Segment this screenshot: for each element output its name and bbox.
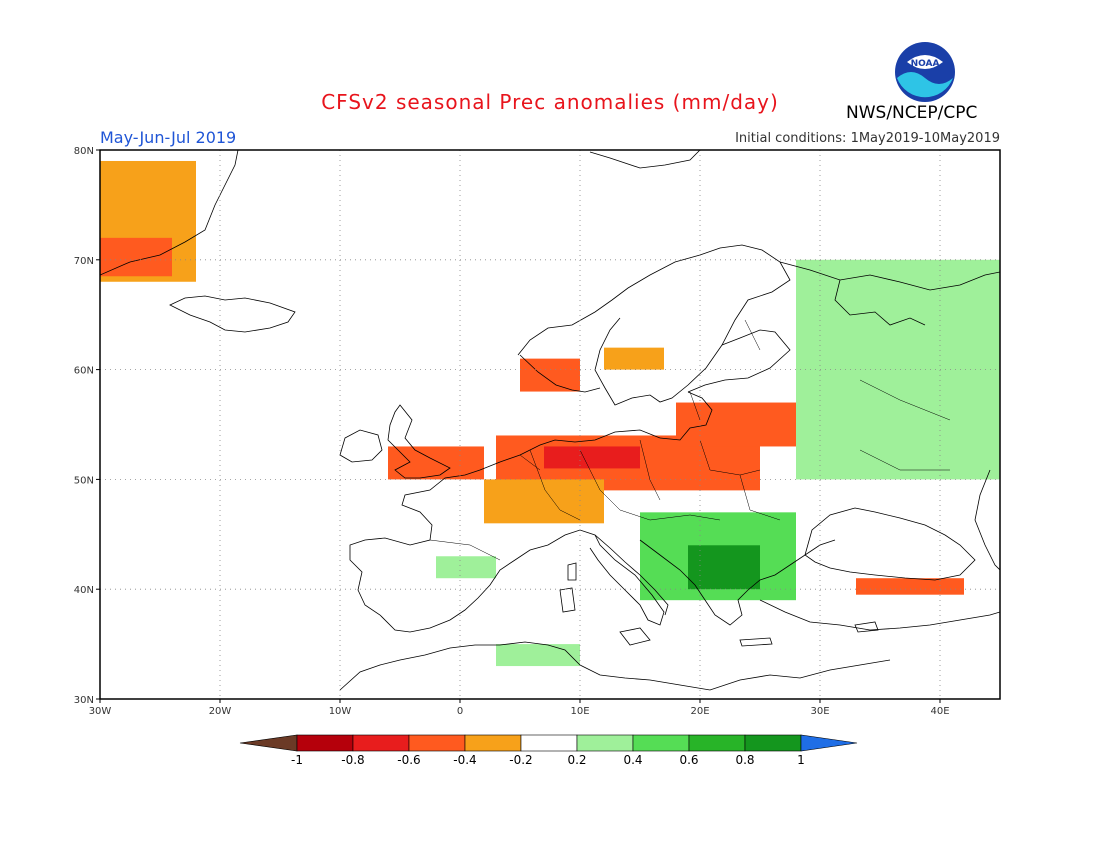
lon-tick-label: 0 [457,706,463,717]
coast-caspian [974,469,1000,571]
lon-tick-label: 10W [329,706,352,717]
lon-tick-label: 40E [930,706,949,717]
colorbar-label: -1 [291,753,303,767]
coast-sardinia [559,587,576,613]
lat-tick-label: 30N [74,695,94,706]
anomaly-balkans-strong [688,545,760,590]
coastline-layer [100,150,1000,691]
colorbar-label: -0.6 [397,753,420,767]
colorbar-label: -0.8 [341,753,364,767]
logo-text: NOAA [911,59,940,69]
lon-tick-label: 30E [810,706,829,717]
coast-crete [739,637,773,647]
coast-black-sea [804,507,976,581]
lon-tick-label: 20W [209,706,232,717]
borders [429,319,951,561]
coast-western-europe [349,429,669,633]
colorbar-label: -0.2 [509,753,532,767]
anomaly-sweden-dry [604,347,664,370]
colorbar-high-arrow [800,734,858,752]
coast-white-sea [834,279,926,326]
coast-corsica [567,562,577,581]
lat-tick-label: 40N [74,585,94,596]
lat-tick-label: 80N [74,146,94,157]
coast-finland [687,329,791,393]
coast-italy [589,534,665,626]
coast-ireland [339,429,383,463]
coast-kola [779,261,1000,291]
colorbar-swatch [408,734,466,752]
coast-balkans [639,539,836,626]
map-title: CFSv2 seasonal Prec anomalies (mm/day) [321,90,779,114]
colorbar-swatch [744,734,802,752]
lon-tick-label: 10E [570,706,589,717]
coast-svalbard [589,150,701,169]
coast-baltic [659,391,713,441]
initial-conditions: Initial conditions: 1May2019-10May2019 [735,131,1000,146]
coast-britain [387,404,451,479]
lat-tick-label: 60N [74,366,94,377]
lat-tick-label: 70N [74,256,94,267]
forecast-period: May-Jun-Jul 2019 [100,128,237,147]
coast-iceland [169,295,296,333]
anomaly-north-germany-strong [544,446,640,469]
colorbar-label: 1 [797,753,805,767]
colorbar-swatch [576,734,634,752]
colorbar-label: 0.4 [623,753,642,767]
colorbar-swatch [296,734,354,752]
coast-cyprus [854,621,879,633]
colorbar-swatch [632,734,690,752]
coast-norway-south [519,354,601,393]
lon-tick-label: 30W [89,706,112,717]
coast-sicily [619,627,651,646]
colorbar-label: 0.6 [679,753,698,767]
anomaly-north-africa-wet [496,644,580,667]
colorbar-swatch [520,734,578,752]
coast-turkey [759,599,1000,631]
anomaly-turkey-dry [856,578,964,595]
colorbar-swatch [464,734,522,752]
coast-scandinavia [517,244,791,406]
anomaly-iberia-wet [436,556,496,579]
colorbar-label: 0.8 [735,753,754,767]
map-frame [99,149,1001,700]
gridlines [100,150,1000,699]
colorbar-label: 0.2 [567,753,586,767]
noaa-logo: NOAA [895,42,955,102]
axis-ticks: 30W 20W 10W 0 10E 20E 30E 40E 30N 40N 50N 60N 70N 80N [74,146,950,717]
lon-tick-label: 20E [690,706,709,717]
colorbar-swatch [688,734,746,752]
colorbar-swatch [352,734,410,752]
anomaly-poland-baltic-dry [676,402,796,447]
colorbar-low-arrow [239,734,298,752]
lat-tick-label: 50N [74,475,94,486]
agency-label: NWS/NCEP/CPC [846,103,978,123]
colorbar-label: -0.4 [453,753,476,767]
